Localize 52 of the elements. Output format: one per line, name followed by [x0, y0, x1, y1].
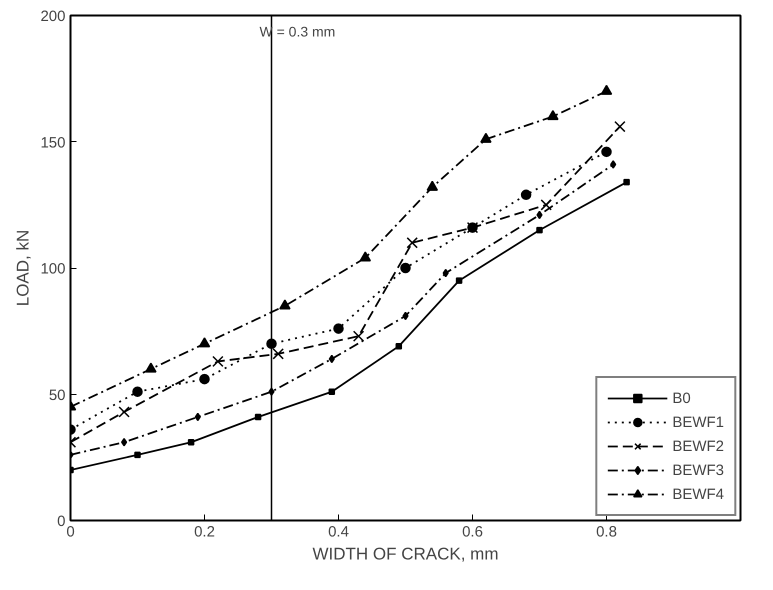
legend-label: BEWF3 [672, 462, 724, 478]
legend-label: BEWF4 [672, 486, 724, 502]
x-tick-label: 0.8 [596, 524, 617, 540]
y-tick-label: 200 [40, 8, 66, 25]
point [118, 406, 130, 418]
point [520, 190, 532, 200]
point [134, 452, 141, 458]
point [456, 277, 462, 284]
point [328, 354, 335, 364]
point [279, 299, 291, 310]
y-tick-label: 100 [40, 260, 66, 278]
legend-label: BEWF1 [672, 414, 724, 430]
point [396, 343, 402, 350]
point [601, 146, 612, 158]
point [132, 386, 143, 397]
x-tick-label: 0.4 [328, 524, 349, 540]
point [547, 110, 559, 120]
point [121, 438, 128, 446]
point [212, 356, 224, 368]
legend-label: B0 [672, 390, 692, 406]
point [442, 268, 449, 278]
point [145, 362, 157, 373]
point [188, 438, 194, 446]
y-axis-title: LOAD, kN [13, 230, 32, 306]
point [272, 348, 284, 360]
y-tick-label: 0 [57, 513, 66, 530]
point [402, 312, 409, 320]
point [333, 323, 344, 334]
point [254, 414, 262, 420]
point [480, 132, 492, 143]
legend-label: BEWF2 [672, 438, 724, 454]
point [194, 412, 201, 422]
point [614, 120, 626, 132]
point [400, 262, 411, 274]
x-tick-label: 0.2 [194, 524, 215, 540]
point [536, 210, 543, 220]
point [352, 330, 364, 342]
point [199, 374, 210, 384]
point [360, 251, 372, 262]
point [406, 237, 418, 248]
point [536, 226, 543, 234]
point [610, 160, 616, 169]
y-tick-label: 50 [48, 386, 66, 404]
x-tick-label: 0.6 [462, 524, 483, 540]
point [426, 180, 438, 191]
point [198, 337, 210, 348]
point [540, 199, 552, 211]
x-axis-title: WIDTH OF CRACK, mm [312, 544, 499, 564]
point [600, 84, 612, 95]
point [328, 388, 336, 395]
point [623, 178, 630, 186]
y-tick-label: 150 [40, 134, 66, 152]
